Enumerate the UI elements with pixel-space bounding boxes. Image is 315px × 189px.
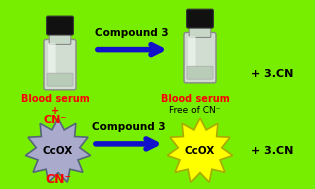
FancyBboxPatch shape xyxy=(49,33,71,44)
Text: CN⁻: CN⁻ xyxy=(43,115,67,125)
FancyBboxPatch shape xyxy=(189,26,211,37)
FancyBboxPatch shape xyxy=(188,36,196,71)
Text: Blood serum: Blood serum xyxy=(20,94,89,104)
Polygon shape xyxy=(167,118,233,182)
Text: Free of CN⁻: Free of CN⁻ xyxy=(169,106,221,115)
FancyBboxPatch shape xyxy=(47,73,73,86)
Text: Compound 3: Compound 3 xyxy=(95,28,169,38)
FancyBboxPatch shape xyxy=(187,66,213,79)
Text: + 3.CN: + 3.CN xyxy=(251,146,293,156)
FancyBboxPatch shape xyxy=(184,33,216,83)
FancyBboxPatch shape xyxy=(186,9,213,28)
Text: +: + xyxy=(51,106,59,116)
Text: Blood serum: Blood serum xyxy=(161,94,229,104)
FancyBboxPatch shape xyxy=(48,43,56,78)
FancyBboxPatch shape xyxy=(44,40,76,90)
Text: + 3.CN: + 3.CN xyxy=(251,69,293,79)
Text: CN⁻: CN⁻ xyxy=(45,173,71,186)
Polygon shape xyxy=(25,118,91,182)
Text: CcOX: CcOX xyxy=(43,146,73,156)
FancyBboxPatch shape xyxy=(47,16,73,35)
Text: Compound 3: Compound 3 xyxy=(92,122,166,132)
Text: CcOX: CcOX xyxy=(185,146,215,156)
